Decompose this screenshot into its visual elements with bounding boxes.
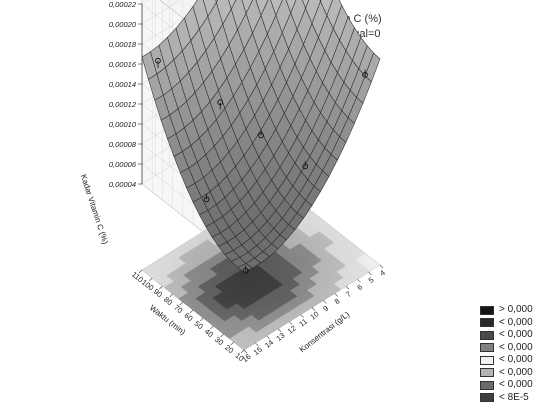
y-tick: [243, 349, 248, 354]
x-tick-label: 60: [182, 311, 194, 323]
z-tick-label: 0,00022: [109, 0, 137, 9]
x-tick: [159, 285, 163, 290]
z-tick-label: 0,00010: [109, 120, 137, 129]
y-tick: [255, 342, 259, 347]
data-point: [302, 163, 309, 170]
y-tick: [334, 293, 338, 297]
x-tick: [148, 277, 153, 282]
y-tick-label: 4: [378, 268, 387, 278]
x-tick: [138, 269, 143, 274]
y-tick: [368, 271, 372, 276]
x-tick: [220, 333, 224, 338]
legend-item: < 0,000: [480, 367, 533, 380]
legend-label: < 0,000: [499, 379, 533, 391]
x-tick: [210, 325, 214, 330]
legend-item: < 0,000: [480, 329, 533, 342]
z-tick-label: 0,00016: [109, 60, 137, 69]
x-tick: [179, 301, 184, 306]
data-point: [362, 71, 368, 78]
y-tick: [311, 307, 316, 311]
y-tick: [357, 278, 361, 283]
legend-swatch: [480, 305, 494, 315]
x-tick: [240, 349, 245, 354]
z-tick-label: 0,00004: [109, 180, 136, 189]
z-tick-label: 0,00006: [109, 160, 137, 169]
legend-swatch: [480, 380, 494, 390]
y-tick: [289, 321, 293, 325]
y-tick-label: 13: [274, 331, 286, 343]
y-axis-label: Konsentrasi (g/L): [298, 310, 352, 355]
y-tick-label: 5: [367, 275, 376, 285]
y-tick-label: 7: [344, 289, 353, 299]
data-points: [155, 57, 368, 274]
z-tick-label: 0,00020: [109, 20, 137, 29]
y-tick: [345, 286, 350, 290]
data-point: [258, 132, 264, 139]
legend-item: < 0,000: [480, 342, 533, 355]
legend-item: < 0,000: [480, 354, 533, 367]
data-point: [242, 267, 249, 274]
legend-item: < 0,000: [480, 379, 533, 392]
legend-item: < 8E-5: [480, 392, 533, 405]
data-point: [203, 196, 210, 203]
legend-swatch: [480, 355, 494, 365]
y-tick-label: 14: [263, 338, 275, 350]
x-tick-label: 20: [223, 343, 235, 355]
legend-label: < 0,000: [499, 354, 533, 366]
legend-swatch: [480, 368, 494, 378]
x-tick-label: 30: [213, 335, 225, 347]
y-tick-label: 12: [286, 324, 298, 336]
surface-cell: [302, 0, 310, 10]
fitted-surface: [141, 0, 381, 273]
z-tick-label: 0,00008: [109, 140, 137, 149]
legend-label: < 0,000: [499, 329, 533, 341]
legend-swatch: [480, 343, 494, 353]
y-tick: [266, 335, 270, 340]
y-tick-label: 15: [252, 345, 264, 357]
y-tick: [277, 328, 282, 332]
legend-swatch: [480, 393, 494, 403]
legend-item: > 0,000: [480, 304, 533, 317]
legend-label: < 0,000: [499, 316, 533, 328]
x-tick: [189, 309, 194, 314]
y-tick-label: 9: [321, 304, 330, 314]
x-tick-label: 80: [162, 295, 174, 307]
x-tick-label: 40: [203, 327, 215, 339]
surface-cell: [285, 0, 297, 14]
legend: > 0,000 < 0,000 < 0,000 < 0,000 < 0,000 < 0,0…: [480, 304, 533, 404]
z-tick-label: 0,00014: [109, 80, 136, 89]
legend-swatch: [480, 330, 494, 340]
y-tick: [323, 300, 327, 304]
y-tick-label: 11: [297, 317, 309, 329]
x-tick-label: 70: [172, 303, 184, 315]
z-tick-label: 0,00012: [109, 100, 137, 109]
y-tick-label: 6: [355, 282, 364, 292]
legend-label: < 0,000: [499, 366, 533, 378]
z-axis-label: Kadar Vitamin C (%): [79, 173, 110, 245]
z-tick-label: 0,00018: [109, 40, 137, 49]
y-tick: [300, 314, 304, 318]
y-tick-label: 10: [308, 309, 320, 321]
x-tick: [199, 317, 204, 322]
legend-label: > 0,000: [499, 304, 533, 316]
legend-label: < 0,000: [499, 341, 533, 353]
y-tick-label: 8: [333, 297, 342, 307]
legend-swatch: [480, 318, 494, 328]
surface-cell: [364, 52, 381, 83]
data-point: [217, 99, 224, 106]
y-tick: [379, 264, 384, 269]
legend-item: < 0,000: [480, 317, 533, 330]
legend-label: < 8E-5: [499, 391, 529, 403]
x-tick-label: 50: [193, 319, 205, 331]
x-tick: [169, 293, 173, 298]
x-tick-label: 90: [152, 287, 164, 299]
x-tick: [230, 341, 235, 346]
surface-cell: [228, 0, 237, 10]
data-point: [155, 57, 161, 64]
